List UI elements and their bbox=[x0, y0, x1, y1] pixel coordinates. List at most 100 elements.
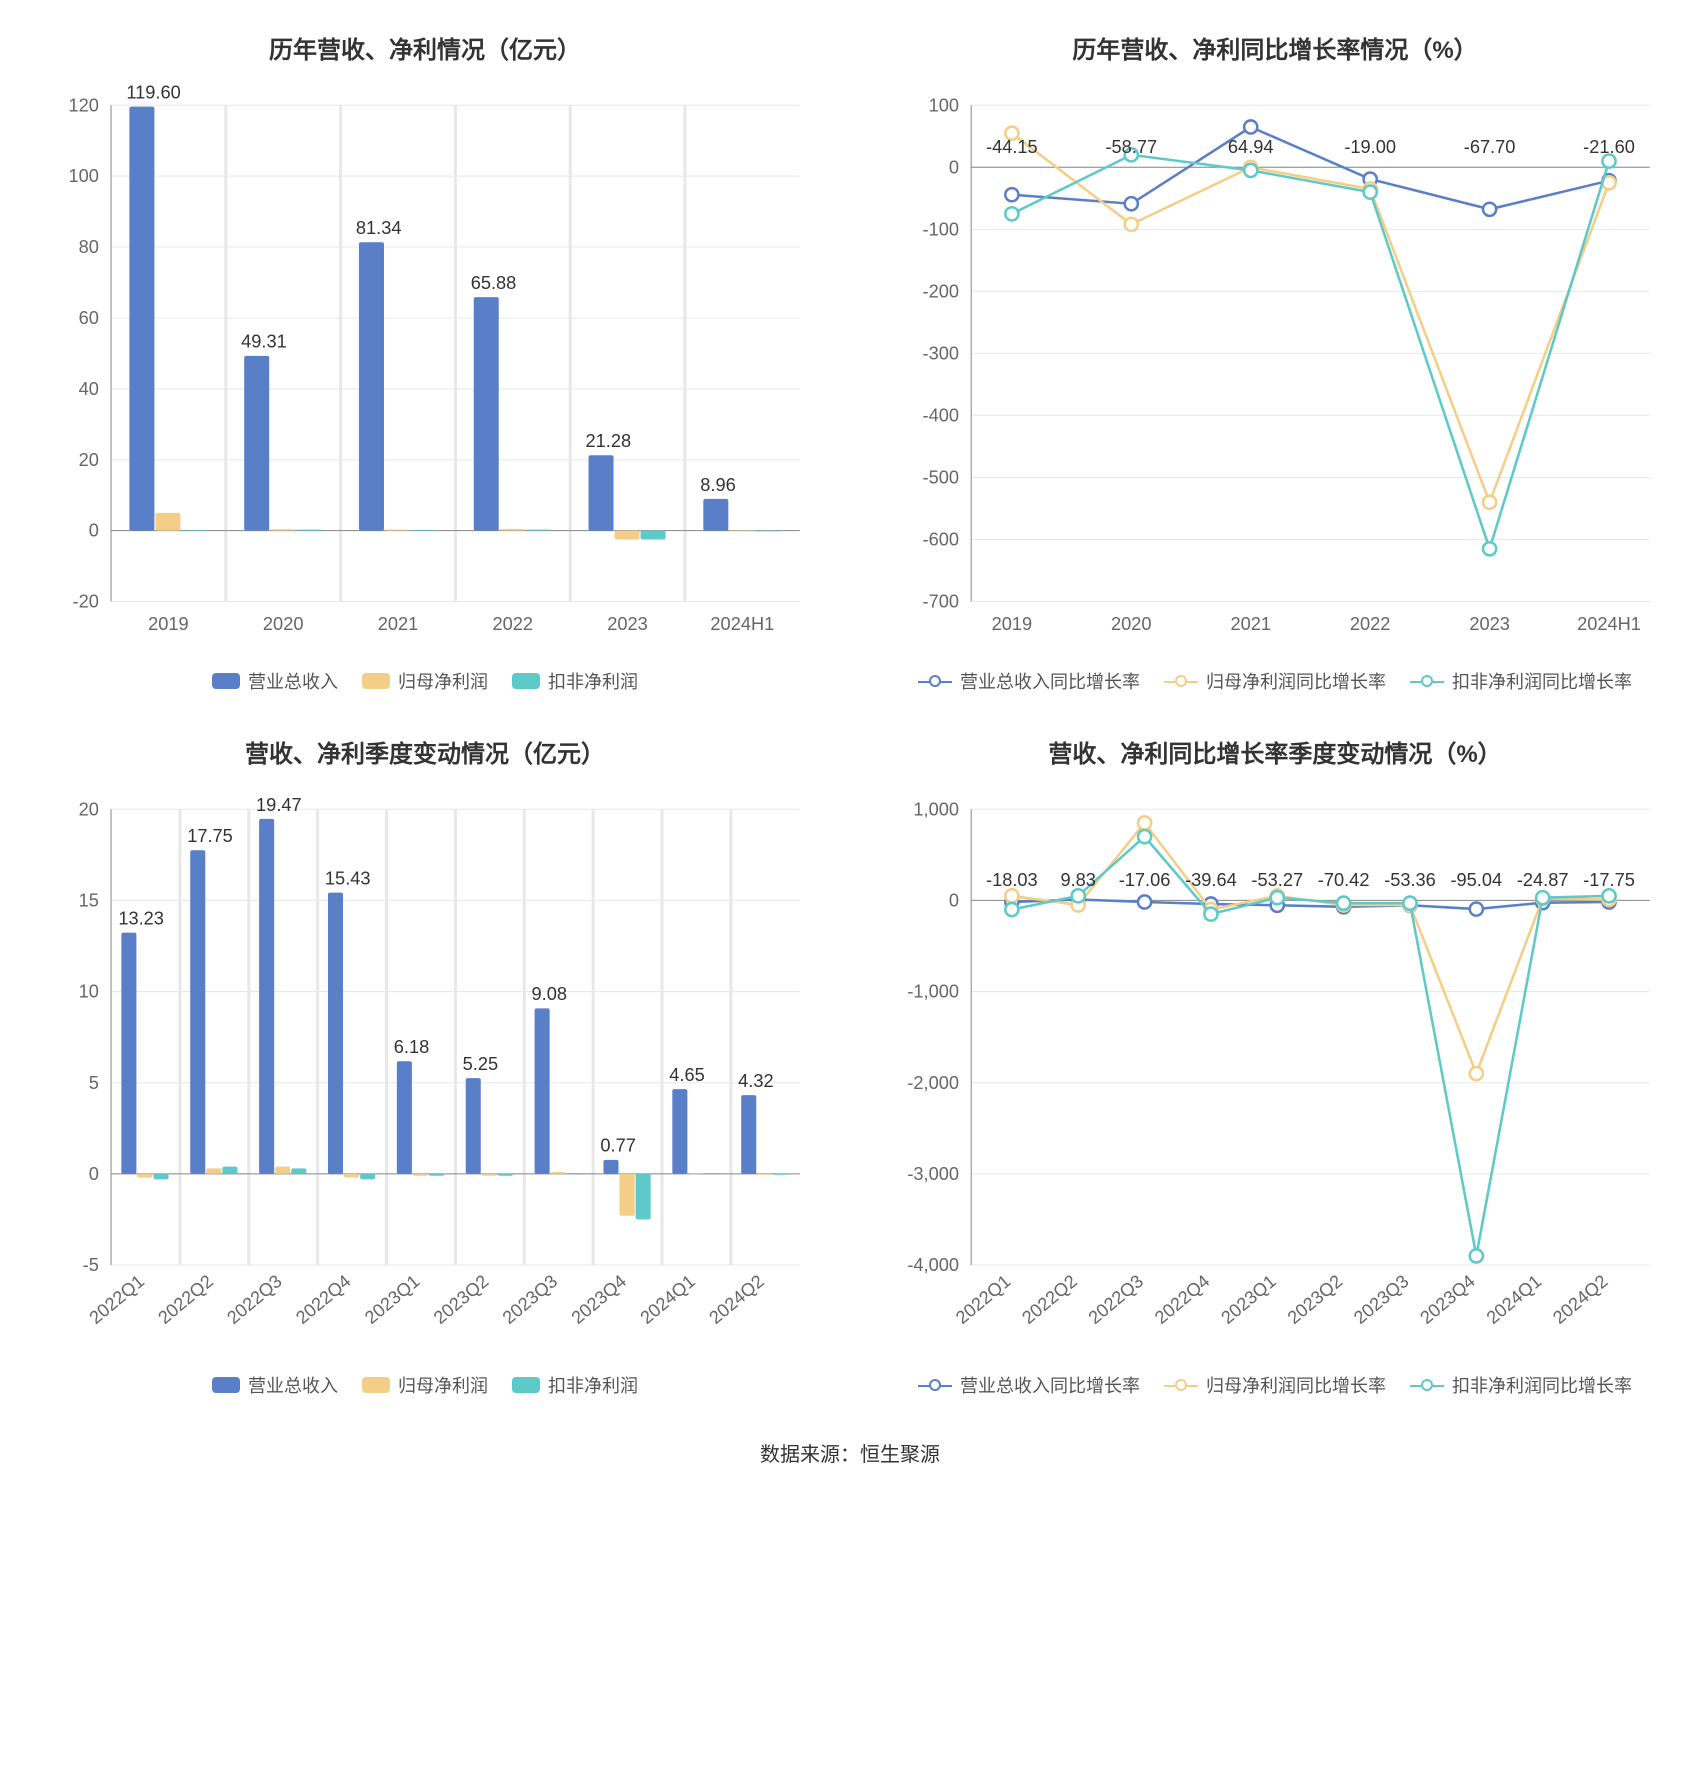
svg-text:-17.06: -17.06 bbox=[1119, 869, 1171, 890]
svg-text:20: 20 bbox=[79, 449, 99, 470]
svg-text:4.65: 4.65 bbox=[669, 1064, 704, 1085]
svg-text:5: 5 bbox=[89, 1072, 99, 1093]
svg-text:15: 15 bbox=[79, 890, 99, 911]
svg-text:-700: -700 bbox=[923, 591, 959, 612]
svg-text:2022Q2: 2022Q2 bbox=[154, 1270, 217, 1328]
svg-text:2024Q2: 2024Q2 bbox=[1548, 1270, 1611, 1328]
svg-text:-5: -5 bbox=[83, 1254, 99, 1275]
svg-text:2022: 2022 bbox=[1350, 613, 1391, 634]
chart-annual-revenue: 历年营收、净利情况（亿元） -20020406080100120119.6049… bbox=[30, 30, 820, 694]
legend-swatch bbox=[362, 1377, 390, 1393]
svg-text:-58.77: -58.77 bbox=[1105, 136, 1157, 157]
svg-text:9.83: 9.83 bbox=[1060, 869, 1095, 890]
svg-text:2024H1: 2024H1 bbox=[1577, 613, 1641, 634]
legend-label: 营业总收入同比增长率 bbox=[960, 668, 1140, 694]
chart-canvas: -50510152013.2317.7519.4715.436.185.259.… bbox=[30, 789, 820, 1356]
svg-text:19.47: 19.47 bbox=[256, 794, 302, 815]
svg-text:-400: -400 bbox=[923, 405, 959, 426]
svg-text:2024Q1: 2024Q1 bbox=[1482, 1270, 1545, 1328]
svg-text:-1,000: -1,000 bbox=[907, 981, 959, 1002]
legend-label: 营业总收入同比增长率 bbox=[960, 1372, 1140, 1398]
svg-text:2024Q2: 2024Q2 bbox=[705, 1270, 768, 1328]
svg-text:-39.64: -39.64 bbox=[1185, 869, 1237, 890]
svg-text:21.28: 21.28 bbox=[585, 430, 631, 451]
svg-text:0: 0 bbox=[949, 156, 959, 177]
chart-canvas: -4,000-3,000-2,000-1,00001,000-18.039.83… bbox=[880, 789, 1670, 1356]
svg-text:-53.27: -53.27 bbox=[1251, 869, 1303, 890]
svg-text:-500: -500 bbox=[923, 467, 959, 488]
legend-item: 扣非净利润同比增长率 bbox=[1410, 668, 1632, 694]
legend-item: 归母净利润同比增长率 bbox=[1164, 668, 1386, 694]
svg-text:119.60: 119.60 bbox=[126, 85, 180, 103]
legend-line-icon bbox=[1410, 1378, 1444, 1392]
svg-text:2020: 2020 bbox=[263, 613, 304, 634]
svg-text:-24.87: -24.87 bbox=[1517, 869, 1569, 890]
svg-text:-200: -200 bbox=[923, 280, 959, 301]
svg-text:5.25: 5.25 bbox=[463, 1053, 498, 1074]
svg-text:4.32: 4.32 bbox=[738, 1070, 773, 1091]
legend-item: 营业总收入同比增长率 bbox=[918, 668, 1140, 694]
svg-text:2022Q2: 2022Q2 bbox=[1018, 1270, 1081, 1328]
data-source-footer: 数据来源：恒生聚源 bbox=[30, 1438, 1670, 1467]
legend-label: 归母净利润同比增长率 bbox=[1206, 668, 1386, 694]
svg-text:2023Q4: 2023Q4 bbox=[567, 1270, 630, 1328]
svg-text:0: 0 bbox=[89, 520, 99, 541]
chart-legend: 营业总收入 归母净利润 扣非净利润 bbox=[30, 1372, 820, 1398]
svg-text:120: 120 bbox=[68, 94, 98, 115]
legend-swatch bbox=[212, 1377, 240, 1393]
legend-item: 归母净利润同比增长率 bbox=[1164, 1372, 1386, 1398]
svg-text:2024H1: 2024H1 bbox=[710, 613, 774, 634]
legend-swatch bbox=[512, 673, 540, 689]
svg-text:-20: -20 bbox=[73, 591, 99, 612]
svg-text:80: 80 bbox=[79, 236, 99, 257]
svg-text:6.18: 6.18 bbox=[394, 1036, 429, 1057]
svg-text:100: 100 bbox=[929, 94, 959, 115]
legend-item: 扣非净利润 bbox=[512, 1372, 638, 1398]
svg-text:2022Q4: 2022Q4 bbox=[1150, 1270, 1213, 1328]
svg-text:2022Q3: 2022Q3 bbox=[223, 1270, 286, 1328]
svg-text:2022Q4: 2022Q4 bbox=[291, 1270, 354, 1328]
svg-text:-67.70: -67.70 bbox=[1464, 136, 1516, 157]
legend-label: 归母净利润 bbox=[398, 1372, 488, 1398]
legend-label: 扣非净利润 bbox=[548, 668, 638, 694]
chart-quarterly-growth: 营收、净利同比增长率季度变动情况（%） -4,000-3,000-2,000-1… bbox=[880, 734, 1670, 1398]
svg-text:2023Q3: 2023Q3 bbox=[1349, 1270, 1412, 1328]
svg-text:9.08: 9.08 bbox=[532, 983, 567, 1004]
legend-swatch bbox=[362, 673, 390, 689]
svg-text:-100: -100 bbox=[923, 218, 959, 239]
svg-text:-3,000: -3,000 bbox=[907, 1163, 959, 1184]
svg-text:0: 0 bbox=[949, 890, 959, 911]
svg-text:-2,000: -2,000 bbox=[907, 1072, 959, 1093]
svg-text:60: 60 bbox=[79, 307, 99, 328]
svg-text:2023: 2023 bbox=[607, 613, 648, 634]
svg-text:17.75: 17.75 bbox=[187, 825, 233, 846]
legend-line-icon bbox=[918, 674, 952, 688]
svg-text:40: 40 bbox=[79, 378, 99, 399]
svg-text:2023Q1: 2023Q1 bbox=[360, 1270, 423, 1328]
svg-text:-44.15: -44.15 bbox=[986, 136, 1038, 157]
svg-text:10: 10 bbox=[79, 981, 99, 1002]
svg-text:65.88: 65.88 bbox=[471, 272, 517, 293]
legend-label: 营业总收入 bbox=[248, 668, 338, 694]
chart-annual-growth: 历年营收、净利同比增长率情况（%） -700-600-500-400-300-2… bbox=[880, 30, 1670, 694]
svg-text:-21.60: -21.60 bbox=[1583, 136, 1635, 157]
svg-text:2023: 2023 bbox=[1469, 613, 1510, 634]
legend-label: 扣非净利润同比增长率 bbox=[1452, 668, 1632, 694]
svg-text:0: 0 bbox=[89, 1163, 99, 1184]
chart-title: 营收、净利同比增长率季度变动情况（%） bbox=[880, 734, 1670, 769]
legend-item: 营业总收入 bbox=[212, 668, 338, 694]
svg-text:81.34: 81.34 bbox=[356, 217, 402, 238]
chart-canvas: -700-600-500-400-300-200-1000100-44.15-5… bbox=[880, 85, 1670, 652]
svg-text:49.31: 49.31 bbox=[241, 331, 287, 352]
legend-label: 扣非净利润 bbox=[548, 1372, 638, 1398]
legend-line-icon bbox=[1164, 1378, 1198, 1392]
svg-text:2021: 2021 bbox=[1230, 613, 1271, 634]
svg-text:2023Q2: 2023Q2 bbox=[429, 1270, 492, 1328]
svg-text:2020: 2020 bbox=[1111, 613, 1152, 634]
svg-text:2023Q3: 2023Q3 bbox=[498, 1270, 561, 1328]
legend-item: 营业总收入 bbox=[212, 1372, 338, 1398]
svg-text:100: 100 bbox=[68, 165, 98, 186]
svg-text:2019: 2019 bbox=[992, 613, 1033, 634]
chart-quarterly-revenue: 营收、净利季度变动情况（亿元） -50510152013.2317.7519.4… bbox=[30, 734, 820, 1398]
chart-legend: 营业总收入归母净利润扣非净利润 bbox=[30, 668, 820, 694]
